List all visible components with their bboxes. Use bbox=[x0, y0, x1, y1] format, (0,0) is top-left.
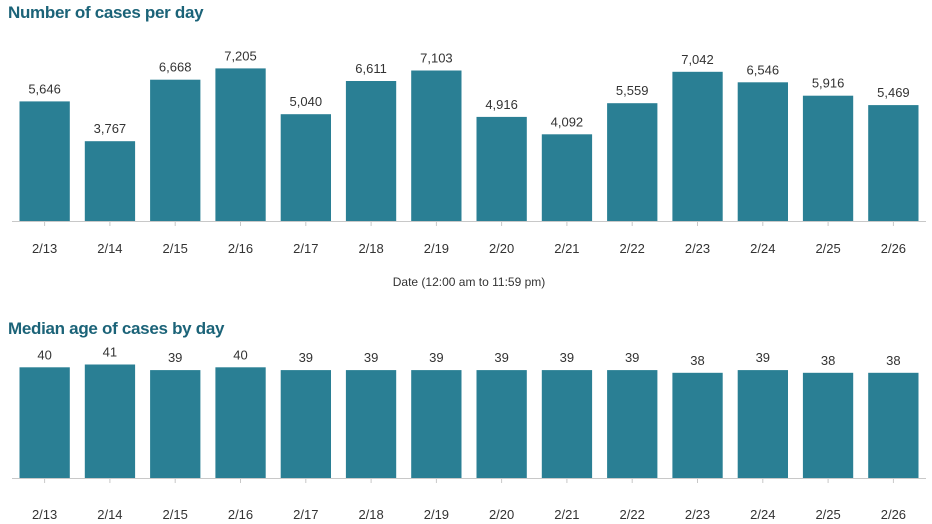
data-label: 41 bbox=[103, 345, 117, 360]
median-age-chart: 40 2/13 41 2/14 39 2/15 40 2/16 39 2/17 39 2/18 39 2/… bbox=[12, 345, 926, 522]
bar bbox=[280, 370, 331, 478]
data-label: 39 bbox=[756, 350, 770, 365]
x-tick-label: 2/22 bbox=[620, 507, 645, 522]
x-tick-label: 2/16 bbox=[228, 241, 253, 256]
x-tick-label: 2/13 bbox=[32, 241, 57, 256]
x-tick-label: 2/21 bbox=[554, 507, 579, 522]
x-tick-label: 2/26 bbox=[881, 507, 906, 522]
x-tick-label: 2/19 bbox=[424, 241, 449, 256]
bar bbox=[541, 134, 593, 221]
cases-per-day-chart: 5,646 2/13 3,767 2/14 6,668 2/15 7,205 2/16 5,04… bbox=[12, 48, 926, 289]
data-label: 7,205 bbox=[224, 48, 257, 63]
x-tick-label: 2/25 bbox=[815, 241, 840, 256]
x-tick-label: 2/19 bbox=[424, 507, 449, 522]
median-age-chart-title: Median age of cases by day bbox=[8, 319, 225, 338]
x-tick-label: 2/21 bbox=[554, 241, 579, 256]
x-tick-label: 2/14 bbox=[97, 507, 122, 522]
data-label: 40 bbox=[37, 347, 51, 362]
bar bbox=[737, 370, 788, 478]
bar bbox=[802, 372, 854, 478]
data-label: 39 bbox=[494, 350, 508, 365]
x-tick-label: 2/18 bbox=[358, 241, 383, 256]
x-tick-label: 2/16 bbox=[228, 507, 253, 522]
x-tick-label: 2/20 bbox=[489, 241, 514, 256]
bar bbox=[215, 367, 266, 478]
data-label: 7,103 bbox=[420, 51, 453, 66]
x-tick-label: 2/17 bbox=[293, 507, 318, 522]
data-label: 38 bbox=[690, 353, 704, 368]
x-axis-title: Date (12:00 am to 11:59 pm) bbox=[393, 275, 546, 289]
data-label: 39 bbox=[429, 350, 443, 365]
x-tick-label: 2/24 bbox=[750, 241, 775, 256]
x-tick-label: 2/13 bbox=[32, 507, 57, 522]
bar bbox=[737, 82, 788, 221]
bar bbox=[280, 114, 331, 221]
data-label: 6,611 bbox=[355, 61, 387, 76]
bar bbox=[672, 71, 723, 221]
bar bbox=[411, 70, 462, 221]
data-label: 39 bbox=[625, 350, 639, 365]
bar bbox=[476, 370, 527, 478]
x-tick-label: 2/15 bbox=[163, 507, 188, 522]
bar bbox=[802, 95, 854, 221]
data-label: 6,546 bbox=[747, 62, 780, 77]
bar bbox=[868, 372, 919, 478]
bar bbox=[411, 370, 462, 478]
bar bbox=[150, 79, 201, 221]
bar bbox=[476, 116, 527, 221]
data-label: 4,092 bbox=[551, 114, 584, 129]
x-tick-label: 2/23 bbox=[685, 241, 710, 256]
data-label: 5,559 bbox=[616, 83, 649, 98]
data-label: 39 bbox=[364, 350, 378, 365]
data-label: 6,668 bbox=[159, 60, 192, 75]
data-label: 3,767 bbox=[94, 121, 127, 136]
x-tick-label: 2/25 bbox=[815, 507, 840, 522]
x-tick-label: 2/15 bbox=[163, 241, 188, 256]
bar bbox=[345, 81, 397, 221]
bar bbox=[19, 101, 70, 221]
data-label: 5,469 bbox=[877, 85, 910, 100]
bar bbox=[868, 105, 919, 221]
data-label: 5,916 bbox=[812, 76, 845, 91]
data-label: 5,646 bbox=[28, 81, 61, 96]
data-label: 39 bbox=[168, 350, 182, 365]
x-tick-label: 2/20 bbox=[489, 507, 514, 522]
x-tick-label: 2/23 bbox=[685, 507, 710, 522]
data-label: 40 bbox=[233, 347, 247, 362]
bar bbox=[84, 364, 136, 478]
data-label: 7,042 bbox=[681, 52, 714, 67]
data-label: 38 bbox=[821, 353, 835, 368]
x-tick-label: 2/22 bbox=[620, 241, 645, 256]
bar bbox=[607, 370, 658, 478]
data-label: 39 bbox=[299, 350, 313, 365]
bar bbox=[345, 370, 397, 478]
cases-chart-title: Number of cases per day bbox=[8, 3, 204, 22]
x-tick-label: 2/17 bbox=[293, 241, 318, 256]
x-tick-label: 2/24 bbox=[750, 507, 775, 522]
x-tick-label: 2/18 bbox=[358, 507, 383, 522]
data-label: 4,916 bbox=[485, 97, 518, 112]
bar bbox=[215, 68, 266, 222]
x-tick-label: 2/26 bbox=[881, 241, 906, 256]
data-label: 5,040 bbox=[290, 94, 323, 109]
bar bbox=[84, 141, 136, 221]
data-label: 38 bbox=[886, 353, 900, 368]
x-tick-label: 2/14 bbox=[97, 241, 122, 256]
bar bbox=[541, 370, 593, 478]
bar bbox=[150, 370, 201, 478]
bar bbox=[672, 372, 723, 478]
bar bbox=[19, 367, 70, 478]
bar bbox=[607, 103, 658, 221]
data-label: 39 bbox=[560, 350, 574, 365]
